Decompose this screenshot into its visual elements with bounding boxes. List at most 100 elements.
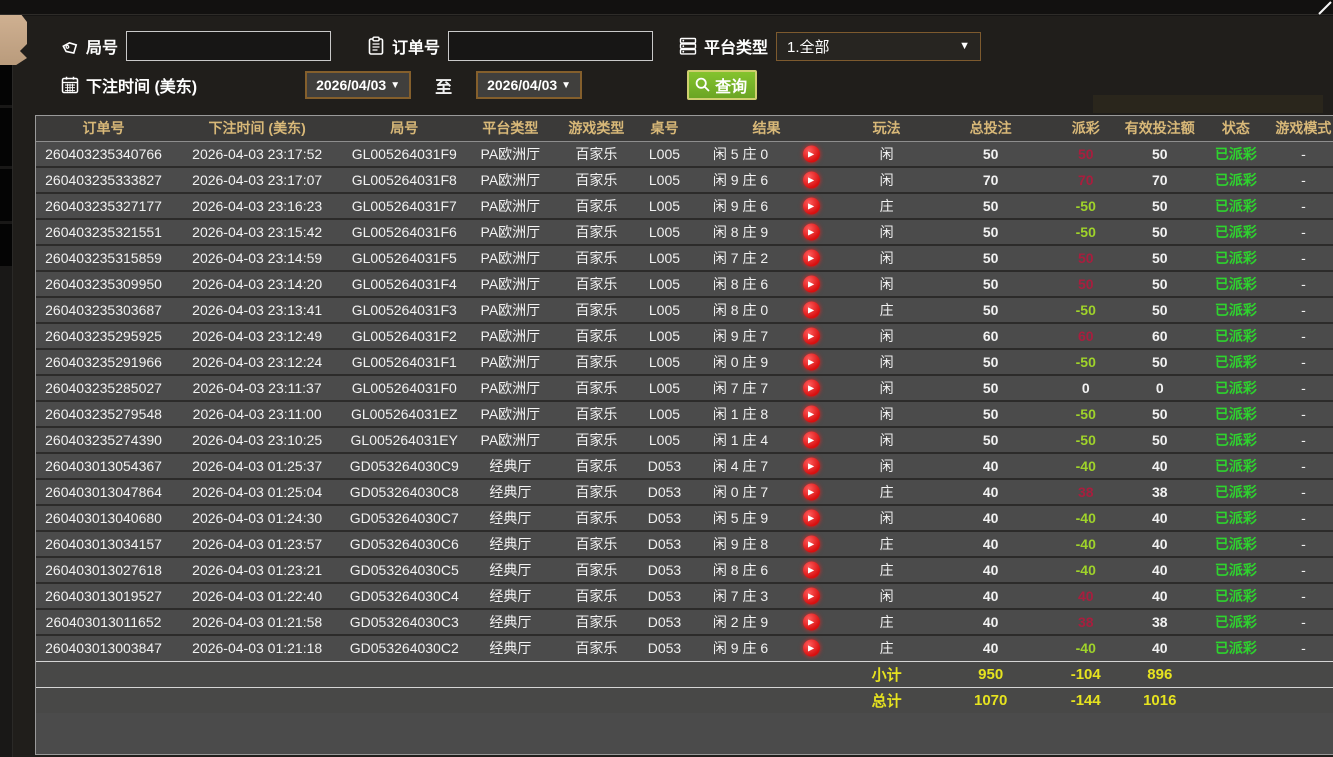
cell-play-type: 闲 (841, 504, 932, 531)
cell-total-bet: 50 (931, 296, 1050, 323)
replay-play-icon[interactable]: ▶ (802, 405, 820, 423)
cell-valid-bet: 40 (1121, 582, 1198, 609)
cell-valid-bet: 60 (1121, 322, 1198, 349)
replay-play-icon[interactable]: ▶ (802, 535, 820, 553)
date-to-value: 2026/04/03 (487, 77, 558, 93)
replay-play-icon[interactable]: ▶ (802, 353, 820, 371)
result-score: 闲 9 庄 8 (712, 536, 769, 552)
cell-payout: 60 (1049, 322, 1122, 349)
result-score: 闲 8 庄 6 (712, 276, 769, 292)
replay-play-icon[interactable]: ▶ (802, 249, 820, 267)
query-button[interactable]: 查询 (687, 70, 758, 100)
replay-play-icon[interactable]: ▶ (802, 483, 820, 501)
replay-play-icon[interactable]: ▶ (802, 561, 820, 579)
replay-play-icon[interactable]: ▶ (802, 379, 820, 397)
column-header: 桌号 (637, 116, 692, 142)
cell-table-number: D053 (637, 582, 692, 609)
cell-result: 闲 5 庄 9 ▶ (691, 504, 842, 531)
date-from-picker[interactable]: 2026/04/03 ▼ (305, 71, 412, 99)
cell-game-type: 百家乐 (555, 634, 638, 661)
cell-round-number: GD053264030C9 (343, 452, 466, 479)
replay-play-icon[interactable]: ▶ (802, 223, 820, 241)
order-number-input[interactable] (448, 31, 654, 61)
replay-play-icon[interactable]: ▶ (802, 145, 820, 163)
cell-round-number: GL005264031F9 (343, 141, 466, 167)
cell-order-number: 260403013054367 (36, 452, 172, 479)
cell-table-number: L005 (637, 244, 692, 271)
cell-platform-type: PA欧洲厅 (465, 322, 556, 349)
cell-total-bet: 40 (931, 556, 1050, 583)
cell-round-number: GL005264031F0 (343, 374, 466, 401)
replay-play-icon[interactable]: ▶ (802, 509, 820, 527)
replay-play-icon[interactable]: ▶ (802, 327, 820, 345)
cell-total-bet: 60 (931, 322, 1050, 349)
table-row: 260403235295925 2026-04-03 23:12:49 GL00… (36, 322, 1333, 349)
cell-play-type: 闲 (841, 582, 932, 609)
cell-order-number: 260403235291966 (36, 348, 172, 375)
sidebar-segment (0, 108, 12, 166)
query-button-label: 查询 (715, 79, 748, 96)
cell-round-number: GD053264030C6 (343, 530, 466, 557)
cell-round-number: GL005264031F5 (343, 244, 466, 271)
cell-order-number: 260403235274390 (36, 426, 172, 453)
platform-type-value: 1.全部 (787, 38, 830, 56)
replay-play-icon[interactable]: ▶ (802, 171, 820, 189)
table-row: 260403013003847 2026-04-03 01:21:18 GD05… (36, 634, 1333, 661)
cell-game-type: 百家乐 (555, 478, 638, 505)
replay-play-icon[interactable]: ▶ (802, 587, 820, 605)
cell-play-type: 闲 (841, 218, 932, 245)
round-number-label: 局号 (86, 40, 119, 57)
cell-game-mode: - (1273, 296, 1333, 323)
replay-play-icon[interactable]: ▶ (802, 431, 820, 449)
platform-type-select[interactable]: 1.全部 ▼ (776, 31, 982, 61)
replay-play-icon[interactable]: ▶ (802, 275, 820, 293)
cell-platform-type: PA欧洲厅 (465, 348, 556, 375)
cell-status: 已派彩 (1197, 452, 1274, 479)
cell-order-number: 260403235279548 (36, 400, 172, 427)
cell-status: 已派彩 (1197, 296, 1274, 323)
cell-game-mode: - (1273, 426, 1333, 453)
cell-valid-bet: 38 (1121, 478, 1198, 505)
cell-bet-time: 2026-04-03 23:12:24 (171, 348, 344, 375)
cell-game-type: 百家乐 (555, 218, 638, 245)
cell-order-number: 260403013040680 (36, 504, 172, 531)
result-score: 闲 7 庄 7 (712, 380, 769, 396)
cell-round-number: GD053264030C2 (343, 634, 466, 661)
replay-play-icon[interactable]: ▶ (802, 639, 820, 657)
cell-result: 闲 9 庄 6 ▶ (691, 166, 842, 193)
cell-platform-type: 经典厅 (465, 530, 556, 557)
cell-platform-type: PA欧洲厅 (465, 141, 556, 167)
cell-order-number: 260403235285027 (36, 374, 172, 401)
table-row: 260403013047864 2026-04-03 01:25:04 GD05… (36, 478, 1333, 505)
date-to-picker[interactable]: 2026/04/03 ▼ (476, 71, 583, 99)
table-row: 260403013034157 2026-04-03 01:23:57 GD05… (36, 530, 1333, 557)
column-header: 游戏类型 (555, 116, 638, 142)
column-header: 派彩 (1049, 116, 1122, 142)
table-row: 260403013054367 2026-04-03 01:25:37 GD05… (36, 452, 1333, 479)
cell-status: 已派彩 (1197, 400, 1274, 427)
cell-status: 已派彩 (1197, 426, 1274, 453)
replay-play-icon[interactable]: ▶ (802, 197, 820, 215)
cell-total-bet: 40 (931, 530, 1050, 557)
table-row: 260403235285027 2026-04-03 23:11:37 GL00… (36, 374, 1333, 401)
cell-result: 闲 9 庄 6 ▶ (691, 192, 842, 219)
cell-status: 已派彩 (1197, 504, 1274, 531)
cell-platform-type: 经典厅 (465, 556, 556, 583)
cell-valid-bet: 70 (1121, 166, 1198, 193)
round-number-input[interactable] (126, 31, 332, 61)
cell-platform-type: 经典厅 (465, 504, 556, 531)
cell-bet-time: 2026-04-03 01:23:21 (171, 556, 344, 583)
column-header: 结果 (691, 116, 842, 142)
cell-game-type: 百家乐 (555, 582, 638, 609)
cell-platform-type: 经典厅 (465, 634, 556, 661)
panel-collapse-tab[interactable] (0, 15, 27, 65)
replay-play-icon[interactable]: ▶ (802, 301, 820, 319)
cell-result: 闲 0 庄 9 ▶ (691, 348, 842, 375)
results-table-container: 订单号 下注时间 (美东) 局号 平台类型 游戏类型 桌号 结果 玩法 总投注 派彩 有效投注额 状态… (35, 115, 1333, 755)
cell-platform-type: 经典厅 (465, 608, 556, 635)
cell-payout: -40 (1049, 634, 1122, 661)
replay-play-icon[interactable]: ▶ (802, 613, 820, 631)
cell-result: 闲 7 庄 2 ▶ (691, 244, 842, 271)
replay-play-icon[interactable]: ▶ (802, 457, 820, 475)
cell-payout: -50 (1049, 218, 1122, 245)
